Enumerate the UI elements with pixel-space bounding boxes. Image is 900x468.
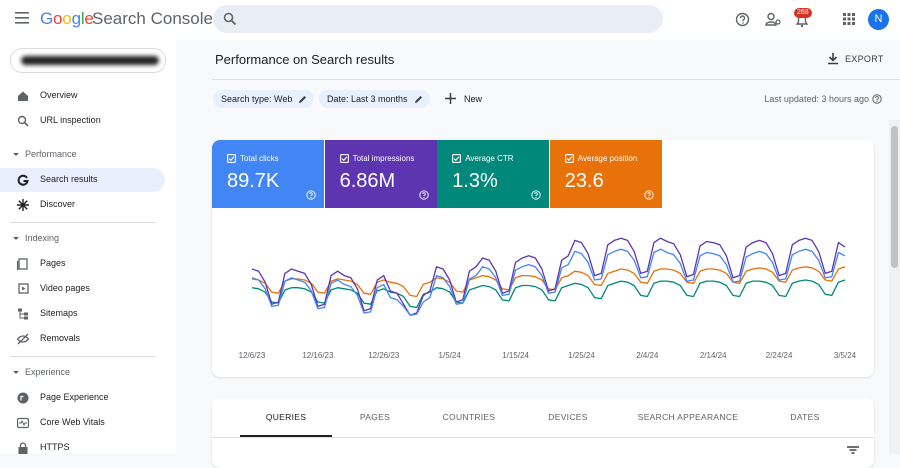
tabs-divider xyxy=(212,437,874,438)
nav-divider xyxy=(10,222,156,223)
metric-tile[interactable]: Total impressions 6.86M xyxy=(324,140,437,208)
metric-label: Total clicks xyxy=(240,154,279,163)
page: Search Console {"header": {"brand": "Goo… xyxy=(0,0,900,454)
page-title: Performance on Search results xyxy=(215,52,395,67)
download-icon xyxy=(828,53,838,65)
metric-tile[interactable]: Total clicks 89.7K xyxy=(212,140,324,208)
brand-letter: g xyxy=(71,9,81,28)
help-icon[interactable] xyxy=(735,12,750,27)
menu-icon[interactable] xyxy=(15,12,29,24)
filter-icon[interactable] xyxy=(847,446,859,454)
nav-icon xyxy=(18,91,28,101)
checkbox[interactable] xyxy=(564,154,574,163)
nav-icon xyxy=(17,174,29,186)
checkbox[interactable] xyxy=(227,154,236,163)
brand: Google xyxy=(40,9,94,29)
metric-tile[interactable]: Average CTR 1.3% xyxy=(437,140,550,208)
new-filter[interactable]: New xyxy=(464,94,483,104)
brand-letter: o xyxy=(62,9,72,28)
scrollbar xyxy=(889,120,900,454)
nav-item[interactable]: Removals xyxy=(40,333,81,343)
property-selector[interactable] xyxy=(10,48,166,73)
nav-item[interactable]: Video pages xyxy=(40,283,90,293)
metric-value: 89.7K xyxy=(227,170,280,192)
metric-value: 6.86M xyxy=(339,170,396,192)
scrollbar-thumb[interactable] xyxy=(891,126,898,268)
tabs-card xyxy=(212,398,874,468)
avatar[interactable]: N xyxy=(868,9,889,30)
checkbox[interactable] xyxy=(339,154,349,163)
nav-divider xyxy=(10,356,156,357)
metric-value: 23.6 xyxy=(564,170,604,192)
nav-section-title[interactable]: Experience xyxy=(25,367,71,377)
last-updated: Last updated: 3 hours ago xyxy=(764,94,869,104)
tab[interactable]: PAGES xyxy=(359,412,391,422)
filter-chip[interactable]: Date: Last 3 months xyxy=(319,90,430,108)
search-console: Google Search Console 268 N Overview URL … xyxy=(0,0,900,454)
section-caret[interactable] xyxy=(12,152,20,158)
export-button[interactable]: EXPORT xyxy=(845,54,884,64)
edit-icon xyxy=(299,95,307,103)
brand-letter: e xyxy=(84,9,94,28)
nav-item[interactable]: Pages xyxy=(40,258,66,268)
nav-icon xyxy=(17,258,28,270)
notification-badge: 268 xyxy=(794,8,812,18)
nav-icon xyxy=(17,392,29,404)
metric-help[interactable] xyxy=(644,190,654,200)
info-icon xyxy=(872,94,882,104)
nav-icon xyxy=(18,308,28,320)
metric-label: Average position xyxy=(577,154,638,163)
tab[interactable]: DEVICES xyxy=(548,412,588,422)
nav-item[interactable]: Sitemaps xyxy=(40,308,78,318)
brand-letter: o xyxy=(53,9,63,28)
nav-item[interactable]: Search results xyxy=(40,174,98,184)
header-divider xyxy=(212,79,900,80)
tab[interactable]: QUERIES xyxy=(265,412,307,422)
nav-item[interactable]: Discover xyxy=(40,199,76,209)
nav-icon xyxy=(18,442,28,454)
redacted-property xyxy=(21,56,159,65)
nav-item[interactable]: Overview xyxy=(40,90,78,100)
nav-item[interactable]: Core Web Vitals xyxy=(40,417,105,427)
top-bar: Google Search Console 268 N xyxy=(0,0,900,40)
filter-chip[interactable]: Search type: Web xyxy=(213,90,315,108)
nav-item[interactable]: URL inspection xyxy=(40,115,101,125)
metric-tile[interactable]: Average position 23.6 xyxy=(549,140,662,208)
nav-icon xyxy=(18,283,29,294)
sidebar xyxy=(0,40,176,454)
nav-item[interactable]: HTTPS xyxy=(40,442,70,452)
edit-icon xyxy=(414,95,422,103)
brand-letter: l xyxy=(80,9,85,28)
checkbox[interactable] xyxy=(452,154,462,163)
metric-label: Total impressions xyxy=(352,154,415,163)
metric-help[interactable] xyxy=(418,190,429,200)
nav-icon xyxy=(17,199,29,211)
search-box[interactable] xyxy=(213,5,663,33)
plus-icon xyxy=(445,93,456,104)
tab-indicator xyxy=(240,435,332,437)
nav-icon xyxy=(17,333,29,345)
product-name: Search Console xyxy=(92,9,213,28)
tab[interactable]: DATES xyxy=(790,412,820,422)
metric-value: 1.3% xyxy=(452,170,498,192)
section-caret[interactable] xyxy=(12,236,20,242)
nav-item[interactable]: Page Experience xyxy=(40,392,109,402)
users-icon[interactable] xyxy=(765,12,781,27)
nav-section-title[interactable]: Indexing xyxy=(25,233,60,243)
metric-help[interactable] xyxy=(306,190,316,200)
apps-icon[interactable] xyxy=(843,13,855,25)
section-caret[interactable] xyxy=(12,370,20,376)
search-icon xyxy=(223,12,237,26)
metric-label: Average CTR xyxy=(465,154,514,163)
nav-icon xyxy=(17,115,29,127)
metric-help[interactable] xyxy=(531,190,541,200)
brand-letter: G xyxy=(40,9,54,28)
tab[interactable]: COUNTRIES xyxy=(442,412,496,422)
tab[interactable]: SEARCH APPEARANCE xyxy=(637,412,739,422)
nav-icon xyxy=(17,417,29,429)
nav-section-title[interactable]: Performance xyxy=(25,149,77,159)
